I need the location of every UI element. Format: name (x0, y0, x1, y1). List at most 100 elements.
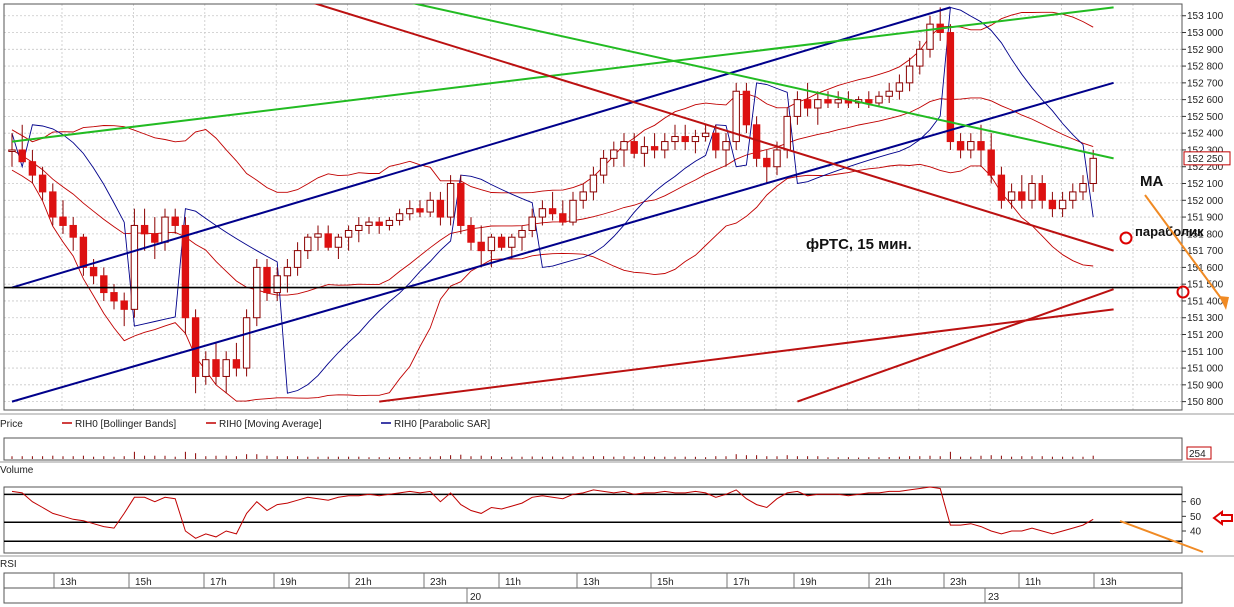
candle (610, 141, 618, 167)
candle-body (773, 149, 781, 168)
candle-body (987, 149, 995, 176)
candle-body (89, 266, 98, 277)
trend-line (11, 81, 1114, 403)
candle-body (742, 90, 751, 126)
candle-body (487, 236, 496, 252)
candle-body (202, 359, 210, 377)
candle (620, 133, 628, 167)
candle (538, 200, 547, 226)
parabolic-sar-line (11, 6, 1094, 394)
price-tick-label: 151 600 (1187, 263, 1224, 274)
moving-average-line (11, 97, 1094, 296)
candle (406, 200, 414, 221)
candle (140, 208, 149, 251)
candle (865, 91, 873, 109)
legend-price-label: Price (0, 419, 23, 430)
candle-body (151, 233, 159, 243)
time-hour-label: 21h (355, 577, 372, 588)
candle (763, 149, 771, 184)
level-marker-icon (1176, 285, 1190, 299)
last-price-label: 152 250 (1187, 154, 1224, 165)
candle-body (701, 132, 710, 138)
candle (528, 208, 536, 238)
candle (650, 133, 659, 159)
candle (69, 217, 77, 251)
candle (916, 40, 924, 75)
price-tick-label: 151 100 (1187, 347, 1224, 358)
rsi-tick-label: 40 (1190, 527, 1202, 538)
candle-body (100, 275, 108, 294)
price-panel[interactable]: 153 100 153 000 152 900 152 800 152 700 152 6… (3, 0, 1231, 411)
trend-line (313, 4, 1114, 252)
rsi-axis: 60 50 40 (1182, 497, 1202, 538)
candle-body (446, 183, 455, 218)
candle-body (395, 213, 404, 221)
candle (212, 342, 220, 385)
volume-panel[interactable]: 254 Volume (0, 437, 1234, 476)
volume-bars (11, 451, 1094, 459)
candle-body (467, 224, 475, 243)
candle (742, 82, 751, 134)
candle (1018, 175, 1026, 209)
candle (987, 133, 995, 184)
candle-body (283, 266, 292, 277)
candle (814, 91, 822, 125)
candle-body (559, 213, 567, 223)
candle (548, 191, 557, 221)
candle-body (640, 146, 649, 154)
candle-body (436, 199, 445, 218)
price-tick-label: 152 800 (1187, 62, 1224, 73)
trend-line (411, 4, 1114, 160)
candle-body (365, 221, 373, 226)
price-axis: 153 100 153 000 152 900 152 800 152 700 152 6… (1182, 11, 1224, 408)
candle-body (497, 236, 506, 248)
candle-body (1028, 183, 1036, 201)
candle-body (28, 161, 37, 176)
candle (273, 267, 281, 301)
time-hour-label: 11h (1025, 577, 1041, 588)
volume-last-label: 254 (1189, 449, 1206, 460)
rsi-frame (3, 486, 1183, 554)
price-tick-label: 151 400 (1187, 296, 1224, 307)
candle (436, 191, 445, 226)
candle (559, 200, 567, 226)
price-tick-label: 151 200 (1187, 330, 1224, 341)
candle-body (599, 157, 608, 176)
candle (446, 175, 455, 226)
legend-sar: RIH0 [Parabolic SAR] (381, 419, 490, 430)
time-hour-label: 13h (60, 577, 77, 588)
candle (79, 233, 88, 276)
parabolic-marker-icon (1119, 231, 1133, 245)
candle-body (130, 224, 139, 310)
candle-body (1089, 157, 1097, 185)
candle (875, 91, 883, 107)
candle (1038, 175, 1046, 209)
price-tick-label: 152 100 (1187, 179, 1224, 190)
candle (151, 217, 159, 260)
time-axis: 13h 15h 17h 19h 21h 23h 11h 13h 15h 17h 19h 21h 23h 1… (3, 572, 1183, 604)
candle-body (610, 149, 618, 159)
price-tick-label: 151 900 (1187, 213, 1224, 224)
time-hour-label: 23h (430, 577, 447, 588)
candle-body (242, 317, 251, 369)
price-tick-label: 151 000 (1187, 364, 1224, 375)
candle-body (712, 132, 720, 151)
candle-body (344, 229, 353, 238)
candle (49, 183, 57, 226)
candle-body (691, 136, 700, 143)
candle-body (1079, 183, 1087, 193)
candle-body (69, 224, 77, 238)
candle (508, 233, 516, 260)
time-hour-label: 23h (950, 577, 967, 588)
candle-body (803, 99, 812, 109)
candle-body (814, 99, 822, 109)
candle-body (681, 136, 689, 143)
time-hour-label: 11h (505, 577, 521, 588)
candle (956, 133, 965, 159)
candle-body (865, 99, 873, 104)
trend-lines (11, 4, 1114, 403)
rsi-panel[interactable]: 60 50 40 RSI (0, 486, 1234, 570)
rsi-levels (4, 493, 1182, 543)
candle (518, 225, 526, 251)
